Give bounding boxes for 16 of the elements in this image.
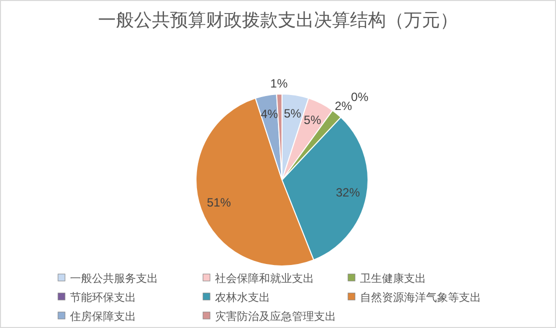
legend-label: 住房保障支出: [70, 310, 136, 323]
data-label: 32%: [336, 186, 360, 200]
chart-title: 一般公共预算财政拨款支出决算结构（万元）: [98, 10, 458, 30]
data-label: 1%: [270, 76, 288, 91]
text: 0%: [351, 90, 368, 104]
legend-label: 一般公共服务支出: [70, 272, 158, 285]
data-label: 5%: [284, 106, 302, 121]
data-label: 51%: [206, 196, 232, 210]
legend-label: 节能环保支出: [70, 291, 136, 304]
legend-label: 农林水支出: [215, 291, 270, 304]
data-label: 5%: [304, 113, 322, 128]
legend-label: 自然资源海洋气象等支出: [360, 291, 481, 304]
data-label: 2%: [334, 98, 352, 113]
legend-label: 社会保障和就业支出: [215, 272, 314, 285]
legend-label: 灾害防治及应急管理支出: [215, 310, 336, 323]
legend-label: 卫生健康支出: [360, 272, 426, 285]
